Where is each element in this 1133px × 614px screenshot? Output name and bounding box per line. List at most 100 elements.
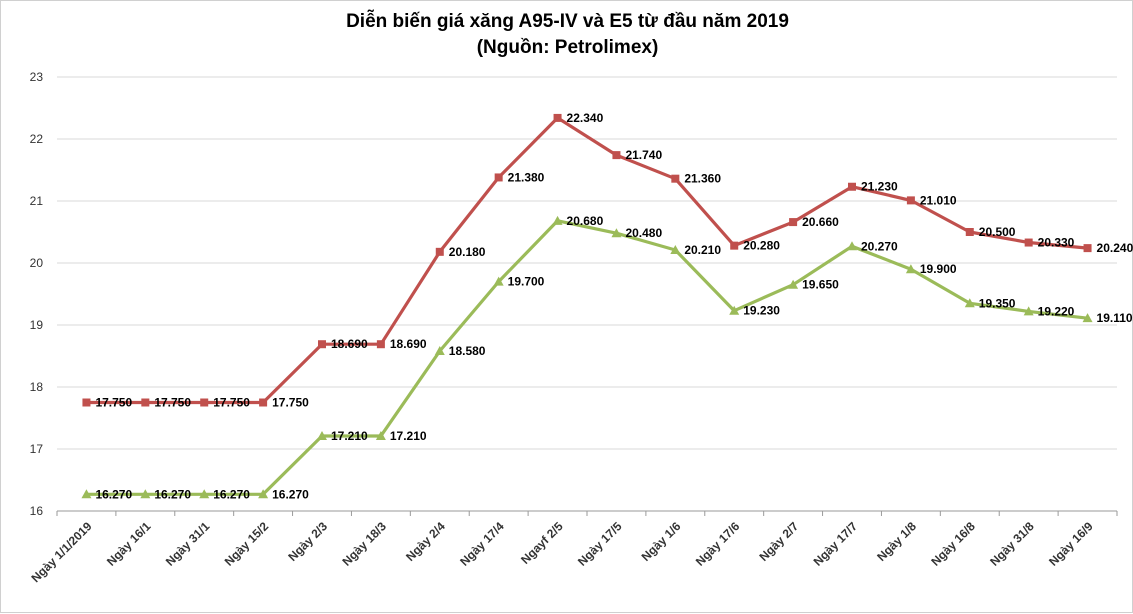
data-point: [847, 241, 857, 251]
data-label: 20.480: [625, 226, 662, 240]
data-point: [494, 173, 503, 182]
data-label: 17.750: [272, 396, 309, 410]
x-tick-label: Ngày 16/9: [1046, 519, 1096, 569]
data-point: [376, 340, 385, 349]
data-label: 16.270: [95, 487, 132, 501]
data-point: [434, 346, 445, 356]
data-label: 20.680: [567, 214, 604, 228]
data-point: [141, 398, 150, 407]
data-point: [906, 196, 915, 205]
data-point: [552, 215, 563, 225]
data-point: [435, 247, 444, 256]
data-label: 16.270: [154, 487, 191, 501]
data-label: 20.280: [743, 239, 780, 253]
data-label: 19.650: [802, 278, 839, 292]
data-point: [258, 489, 269, 499]
chart-subtitle: (Nguồn: Petrolimex): [476, 37, 659, 58]
x-tick-label: Ngày 15/2: [222, 519, 272, 569]
data-point: [200, 398, 209, 407]
data-point: [1082, 313, 1093, 323]
data-label: 17.210: [331, 429, 368, 443]
data-point: [493, 276, 504, 286]
data-label: 21.740: [625, 148, 662, 162]
data-label: 21.380: [508, 170, 545, 184]
data-point: [317, 430, 327, 440]
data-label: 19.110: [1097, 311, 1133, 325]
x-tick-label: Ngayf 2/5: [518, 519, 566, 567]
data-point: [199, 489, 210, 499]
y-tick-label: 21: [30, 194, 44, 208]
data-label: 17.750: [213, 396, 250, 410]
data-label: 18.690: [390, 337, 427, 351]
x-tick-label: Ngày 1/8: [874, 519, 919, 564]
x-tick-label: Ngày 17/7: [811, 519, 861, 569]
data-label: 17.210: [390, 429, 427, 443]
data-label: 19.350: [979, 296, 1016, 310]
x-tick-label: Ngày 31/1: [163, 519, 213, 569]
data-point: [729, 305, 740, 315]
data-label: 18.690: [331, 337, 368, 351]
data-label: 20.180: [449, 245, 486, 259]
data-point: [259, 398, 268, 407]
data-label: 19.220: [1038, 304, 1075, 318]
chart-title: Diễn biến giá xăng A95-IV và E5 từ đầu n…: [346, 11, 789, 32]
x-tick-label: Ngày 17/5: [575, 519, 625, 569]
data-point: [1024, 238, 1033, 247]
data-label: 20.240: [1097, 241, 1133, 255]
data-point: [375, 430, 386, 440]
data-label: 21.230: [861, 180, 898, 194]
data-label: 22.340: [567, 111, 604, 125]
data-label: 20.270: [861, 239, 898, 253]
data-point: [905, 264, 916, 274]
data-label: 20.500: [979, 225, 1016, 239]
x-tick-label: Ngày 1/1/2019: [29, 519, 95, 585]
data-point: [964, 298, 975, 308]
y-tick-label: 17: [30, 442, 44, 456]
data-point: [788, 279, 799, 289]
series-line-e5: [86, 219, 1088, 496]
x-tick-label: Ngày 2/7: [756, 519, 801, 564]
x-tick-label: Ngày 2/4: [403, 519, 448, 564]
y-tick-label: 16: [30, 504, 44, 518]
data-point: [140, 489, 151, 499]
data-label: 17.750: [95, 396, 132, 410]
data-point: [612, 151, 621, 160]
series-line-a95-iv: [86, 116, 1088, 405]
data-point: [848, 182, 856, 191]
x-tick-label: Ngày 18/3: [339, 519, 389, 569]
data-point: [789, 218, 798, 227]
x-tick-label: Ngày 17/6: [693, 519, 743, 569]
x-tick-label: Ngày 16/8: [928, 519, 978, 569]
data-label: 16.270: [213, 487, 250, 501]
data-point: [81, 489, 92, 499]
x-tick-label: Ngày 2/3: [285, 519, 330, 564]
data-label: 18.580: [449, 344, 486, 358]
x-tick-label: Ngày 16/1: [104, 519, 154, 569]
data-point: [82, 398, 91, 407]
data-label: 20.210: [684, 243, 721, 257]
y-tick-label: 20: [30, 256, 44, 270]
y-tick-label: 22: [30, 132, 44, 146]
data-label: 16.270: [272, 487, 309, 501]
data-label: 19.700: [508, 275, 545, 289]
data-label: 21.360: [684, 172, 721, 186]
x-tick-label: Ngày 31/8: [987, 519, 1037, 569]
data-label: 19.230: [743, 304, 780, 318]
data-label: 19.900: [920, 262, 957, 276]
y-tick-label: 18: [30, 380, 44, 394]
data-point: [671, 174, 680, 183]
data-point: [553, 113, 562, 122]
data-point: [318, 340, 326, 349]
data-point: [611, 228, 622, 238]
data-label: 17.750: [154, 396, 191, 410]
data-point: [730, 241, 739, 250]
data-label: 20.330: [1038, 236, 1075, 250]
data-label: 21.010: [920, 193, 957, 207]
y-tick-label: 23: [30, 70, 44, 84]
x-tick-label: Ngày 17/4: [457, 519, 507, 569]
data-label: 20.660: [802, 215, 839, 229]
data-point: [1023, 306, 1034, 316]
data-point: [1083, 244, 1092, 253]
